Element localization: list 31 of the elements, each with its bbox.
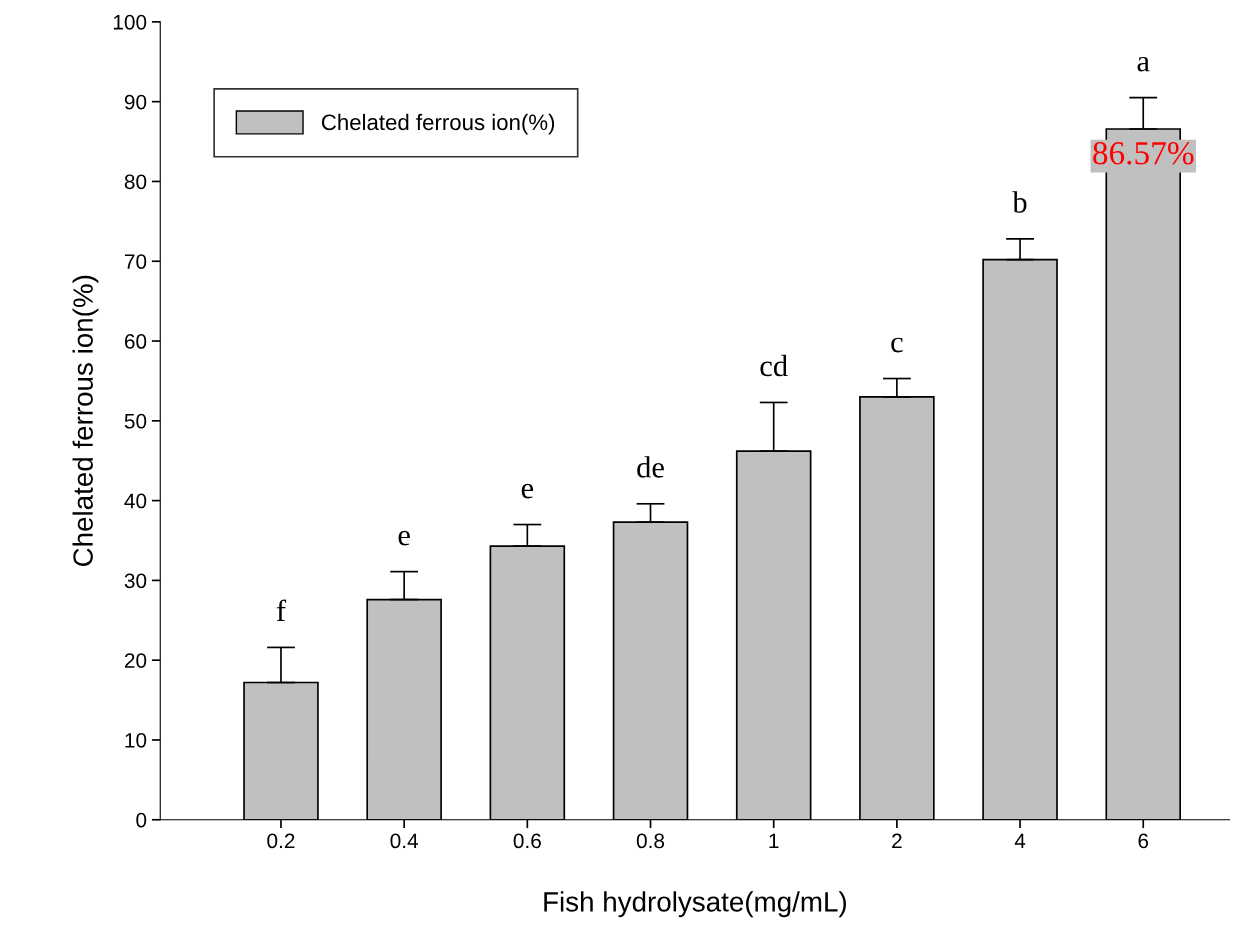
y-tick-label: 70 bbox=[124, 254, 147, 269]
annotation: e bbox=[398, 530, 410, 546]
annotation: cd bbox=[760, 354, 788, 377]
annotation: c bbox=[891, 337, 903, 353]
y-tick-label: 50 bbox=[124, 413, 147, 429]
x-axis-title: Fish hydrolysate(mg/mL) bbox=[544, 891, 846, 918]
y-tick-label: 80 bbox=[124, 174, 147, 190]
x-tick-label: 4 bbox=[1014, 833, 1026, 849]
x-tick-label: 6 bbox=[1138, 833, 1149, 849]
annotation: f bbox=[276, 599, 287, 621]
y-axis-title: Chelated ferrous ion(%) bbox=[72, 275, 99, 567]
data-label: 86.57% bbox=[1093, 141, 1194, 165]
x-tick-label: 0.6 bbox=[513, 833, 541, 849]
y-tick-label: 40 bbox=[124, 493, 147, 509]
y-tick-label: 100 bbox=[113, 14, 147, 30]
annotation: b bbox=[1012, 191, 1027, 213]
y-tick-label: 30 bbox=[124, 573, 147, 589]
legend-label: Chelated ferrous ion(%) bbox=[321, 113, 555, 135]
x-tick-label: 0.8 bbox=[636, 833, 665, 849]
x-tick-label: 2 bbox=[892, 833, 902, 849]
annotation: e bbox=[521, 483, 534, 499]
x-tick-label: 1 bbox=[769, 833, 779, 849]
y-tick-label: 90 bbox=[124, 94, 147, 110]
y-tick-label: 20 bbox=[124, 653, 147, 668]
annotation: de bbox=[637, 456, 664, 478]
y-tick-label: 0 bbox=[136, 812, 147, 828]
annotation: a bbox=[1137, 56, 1150, 72]
x-tick-label: 0.4 bbox=[390, 833, 419, 849]
y-tick-label: 10 bbox=[125, 732, 147, 748]
y-tick-label: 60 bbox=[124, 334, 147, 349]
x-tick-label: 0.2 bbox=[267, 833, 295, 849]
